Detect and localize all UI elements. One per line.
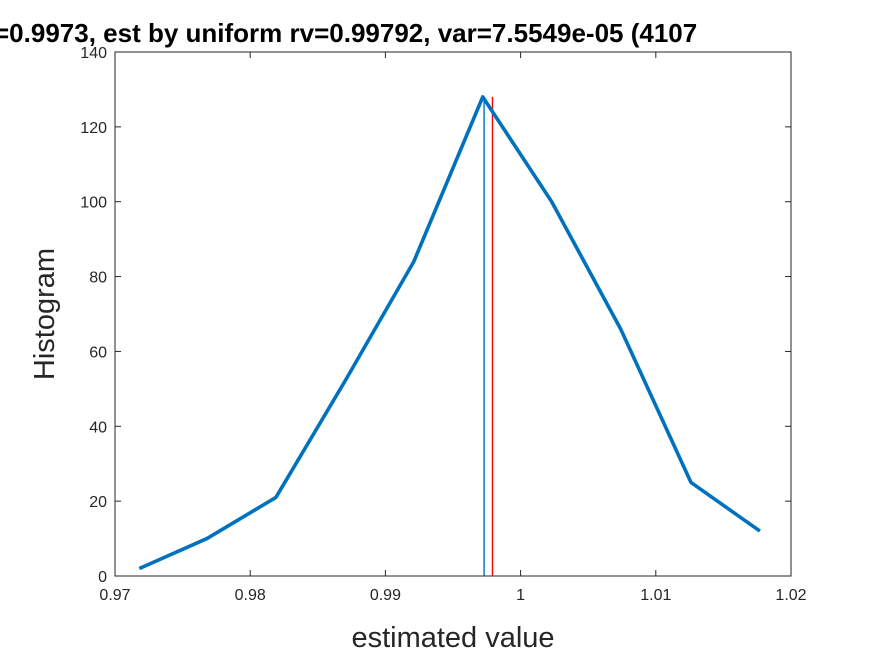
x-axis-ticks: 0.97 0.98 0.99 1 1.01 1.02 bbox=[99, 52, 807, 604]
y-tick-label: 0 bbox=[98, 569, 107, 586]
y-tick-label: 120 bbox=[80, 120, 107, 137]
y-tick-label: 140 bbox=[80, 45, 107, 62]
x-axis-label: estimated value bbox=[351, 622, 554, 654]
y-tick-label: 40 bbox=[89, 419, 107, 436]
y-tick-label: 100 bbox=[80, 195, 107, 212]
y-axis-label: Histogram bbox=[29, 248, 61, 380]
y-axis-ticks: 0 20 40 60 80 100 120 140 bbox=[80, 45, 791, 586]
chart-title: =0.9973, est by uniform rv=0.99792, var=… bbox=[0, 18, 697, 48]
y-tick-label: 20 bbox=[89, 494, 107, 511]
series-line-1 bbox=[138, 95, 761, 571]
y-tick-label: 80 bbox=[89, 270, 107, 287]
x-tick-label: 1 bbox=[516, 587, 525, 604]
x-tick-label: 0.98 bbox=[235, 587, 266, 604]
axes-box bbox=[114, 51, 792, 577]
x-tick-label: 0.97 bbox=[99, 587, 130, 604]
x-tick-label: 1.01 bbox=[640, 587, 671, 604]
y-tick-label: 60 bbox=[89, 344, 107, 361]
x-tick-label: 0.99 bbox=[370, 587, 401, 604]
plot-area bbox=[115, 52, 791, 576]
x-tick-label: 1.02 bbox=[775, 587, 806, 604]
plot-layer bbox=[138, 95, 761, 576]
